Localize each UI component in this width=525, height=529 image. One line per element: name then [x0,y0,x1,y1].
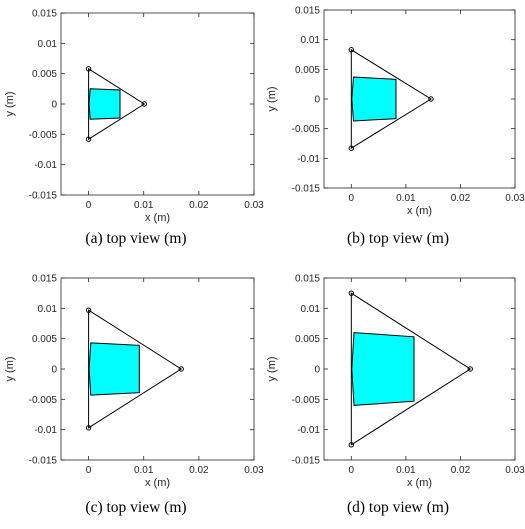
y-tick-label: -0.015 [29,456,58,467]
workspace-region [88,342,140,396]
x-tick-label: 0.03 [505,465,525,476]
x-tick-label: 0.03 [244,200,264,211]
vertex-marker [348,47,354,53]
x-axis-label: x (m) [407,205,432,217]
y-tick-label: -0.01 [34,160,57,171]
y-tick-label: -0.005 [292,124,321,135]
y-tick-label: -0.005 [292,395,321,406]
vertex-marker [348,290,354,296]
x-axis-label: x (m) [145,212,170,224]
subplot-c: 0.015 0.01 0.005 0 -0.005 -0.01 -0.015 0 0.01 0.0… [4,274,264,517]
subplot-b: 0.015 0.01 0.005 0 -0.005 -0.01 -0.015 0 0.01 0.0… [266,6,525,248]
y-tick-label: -0.005 [29,395,58,406]
vertex-marker [467,366,473,372]
vertex-marker [85,307,92,313]
y-tick-label: 0.01 [38,39,58,50]
y-tick-label: 0.005 [32,69,57,80]
x-tick-label: 0.01 [396,465,416,476]
y-tick-label: 0.005 [295,65,320,76]
y-tick-label: -0.005 [29,130,58,141]
subplot-a: 0.015 0.01 0.005 0 -0.005 -0.01 -0.015 0 0.01 0.0… [4,9,264,248]
x-axis-label: x (m) [407,477,432,489]
workspace-region [88,88,121,120]
x-tick-label: 0.02 [451,193,471,204]
y-axis-label: y (m) [4,91,16,116]
vertex-marker [348,442,354,448]
y-tick-label: 0.015 [295,274,320,285]
subplot-d: 0.015 0.01 0.005 0 -0.005 -0.01 -0.015 0 0.01 0.0… [266,274,525,517]
y-tick-label: 0 [51,365,57,376]
x-tick-label: 0 [349,465,355,476]
subplot-caption: (a) top view (m) [85,230,186,247]
subplot-caption: (b) top view (m) [347,230,449,247]
vertex-marker [348,145,354,151]
subplot-caption: (d) top view (m) [347,499,449,516]
y-tick-label: 0.01 [301,304,321,315]
y-tick-label: -0.01 [34,425,57,436]
x-tick-label: 0.01 [134,465,154,476]
x-tick-label: 0.02 [451,465,471,476]
triangle-outline [350,48,432,150]
x-tick-label: 0 [349,193,355,204]
y-tick-label: 0 [314,365,320,376]
workspace-region [351,76,397,122]
y-tick-label: -0.01 [297,425,320,436]
x-tick-label: 0.02 [189,465,209,476]
triangle-outline [88,309,183,429]
y-tick-label: 0.015 [32,9,57,20]
x-tick-label: 0 [86,200,92,211]
x-tick-label: 0.01 [134,200,154,211]
y-tick-label: -0.01 [297,154,320,165]
vertex-marker [428,96,434,102]
x-tick-label: 0.02 [189,200,209,211]
y-tick-label: 0 [51,100,57,111]
triangle-outline [350,292,472,446]
y-axis-label: y (m) [266,356,278,381]
y-tick-label: 0.01 [301,35,321,46]
y-tick-label: 0 [314,95,320,106]
vertex-marker [85,136,92,142]
y-tick-label: -0.015 [292,184,321,195]
y-tick-label: -0.015 [29,191,58,202]
x-axis-label: x (m) [145,477,170,489]
triangle-outline [88,67,146,141]
y-tick-label: 0.005 [295,334,320,345]
y-tick-label: -0.015 [292,456,321,467]
y-axis-label: y (m) [266,86,278,111]
vertex-marker [85,425,92,431]
subplot-caption: (c) top view (m) [85,499,186,516]
vertex-marker [178,366,184,372]
vertex-marker [141,101,147,107]
y-tick-label: 0.015 [32,274,57,285]
x-tick-label: 0.01 [396,193,416,204]
y-tick-label: 0.01 [38,304,58,315]
x-tick-label: 0.03 [244,465,264,476]
workspace-region [351,332,415,406]
y-axis-label: y (m) [4,356,16,381]
x-tick-label: 0 [86,465,92,476]
x-tick-label: 0.03 [505,193,525,204]
y-tick-label: 0.015 [295,6,320,17]
vertex-marker [85,66,92,72]
y-tick-label: 0.005 [32,334,57,345]
